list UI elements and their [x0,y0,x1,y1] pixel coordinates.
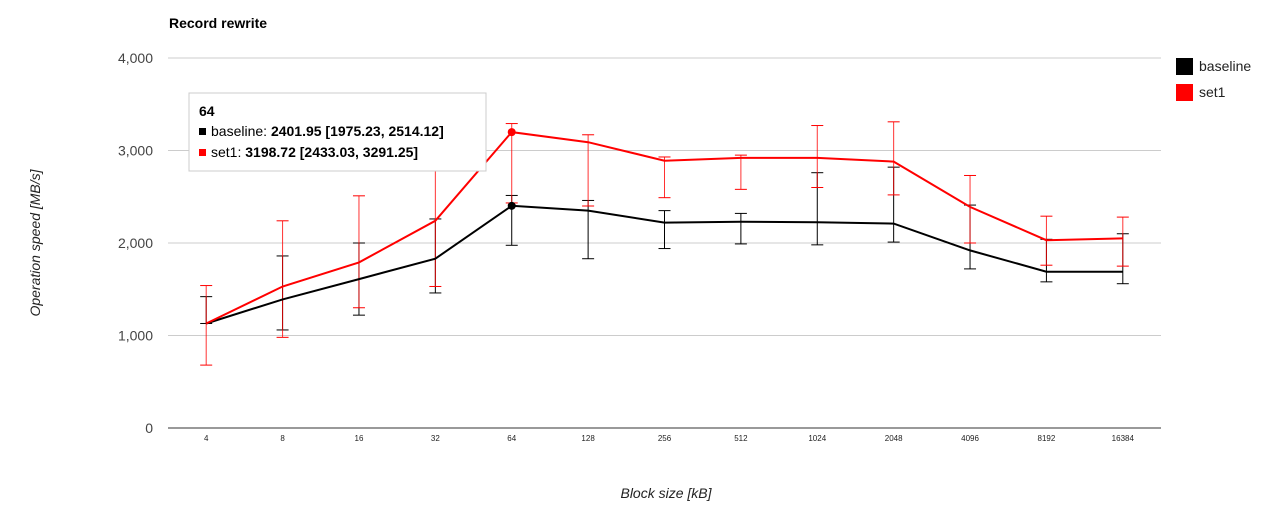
x-tick-label: 1024 [808,434,826,443]
series-set1 [200,121,1129,366]
x-tick-label: 512 [734,434,748,443]
tooltip-row: baseline: 2401.95 [1975.23, 2514.12] [211,123,444,139]
x-axis-ticks: 4 8 16 32 64 128 256 512 1024 2048 4096 8192 16384 [204,434,1135,443]
x-tick-label: 128 [581,434,595,443]
legend-swatch-baseline [1176,58,1193,75]
y-tick-label: 0 [145,420,153,436]
y-tick-label: 2,000 [118,235,153,251]
x-tick-label: 16 [355,434,364,443]
x-tick-label: 4 [204,434,209,443]
x-tick-label: 2048 [885,434,903,443]
tooltip-swatch [199,149,206,156]
tooltip-box [188,92,487,172]
tooltip-title: 64 [199,103,215,119]
y-tick-label: 4,000 [118,50,153,66]
y-tick-label: 1,000 [118,328,153,344]
series-line-baseline [205,204,1123,325]
y-axis-ticks: 0 1,000 2,000 3,000 4,000 [118,50,153,436]
highlight-point-set1 [507,128,516,137]
y-axis-label: Operation speed [MB/s] [27,168,43,316]
x-tick-label: 64 [507,434,516,443]
x-tick-label: 16384 [1112,434,1135,443]
tooltip-row-label: set1: [211,144,245,160]
legend[interactable]: baseline set1 [1176,58,1251,101]
tooltip-row: set1: 3198.72 [2433.03, 3291.25] [211,144,418,160]
x-tick-label: 256 [658,434,672,443]
highlight-point-baseline [507,201,516,210]
legend-label-set1[interactable]: set1 [1199,84,1226,100]
legend-swatch-set1 [1176,84,1193,101]
tooltip-row-value: 3198.72 [2433.03, 3291.25] [245,144,418,160]
tooltip-swatch [199,128,206,135]
x-tick-label: 32 [431,434,440,443]
x-tick-label: 4096 [961,434,979,443]
x-tick-label: 8192 [1038,434,1056,443]
tooltip-row-value: 2401.95 [1975.23, 2514.12] [271,123,444,139]
chart-title: Record rewrite [169,15,267,31]
legend-label-baseline[interactable]: baseline [1199,58,1251,74]
tooltip: 64 baseline: 2401.95 [1975.23, 2514.12] s… [188,92,487,172]
y-tick-label: 3,000 [118,143,153,159]
tooltip-row-label: baseline: [211,123,271,139]
series-line-set1 [205,131,1123,325]
x-tick-label: 8 [280,434,285,443]
x-axis-label: Block size [kB] [620,485,712,501]
series-layer [200,121,1129,366]
